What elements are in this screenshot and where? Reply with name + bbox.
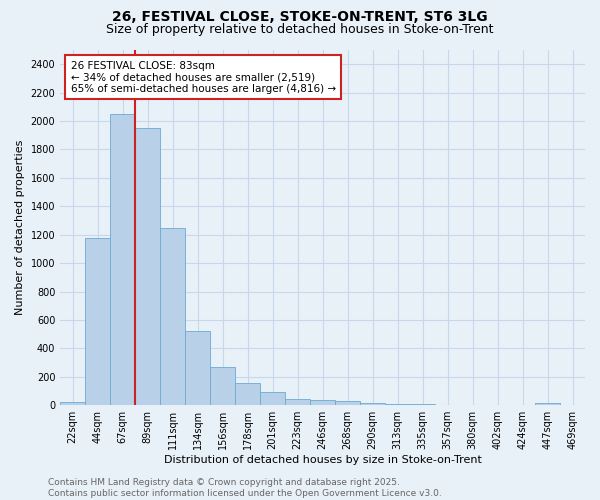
- Bar: [85, 238, 110, 405]
- Bar: [385, 404, 410, 405]
- Bar: [110, 114, 135, 405]
- Bar: [60, 402, 85, 405]
- Bar: [410, 404, 435, 405]
- Text: Size of property relative to detached houses in Stoke-on-Trent: Size of property relative to detached ho…: [106, 22, 494, 36]
- Bar: [185, 332, 210, 405]
- Y-axis label: Number of detached properties: Number of detached properties: [15, 140, 25, 316]
- Bar: [310, 400, 335, 405]
- Bar: [135, 128, 160, 405]
- Bar: [335, 401, 360, 405]
- Bar: [285, 399, 310, 405]
- Bar: [260, 392, 285, 405]
- Text: 26, FESTIVAL CLOSE, STOKE-ON-TRENT, ST6 3LG: 26, FESTIVAL CLOSE, STOKE-ON-TRENT, ST6 …: [112, 10, 488, 24]
- Text: Contains HM Land Registry data © Crown copyright and database right 2025.
Contai: Contains HM Land Registry data © Crown c…: [48, 478, 442, 498]
- Bar: [210, 367, 235, 405]
- Bar: [535, 403, 560, 405]
- Text: 26 FESTIVAL CLOSE: 83sqm
← 34% of detached houses are smaller (2,519)
65% of sem: 26 FESTIVAL CLOSE: 83sqm ← 34% of detach…: [71, 60, 336, 94]
- X-axis label: Distribution of detached houses by size in Stoke-on-Trent: Distribution of detached houses by size …: [164, 455, 482, 465]
- Bar: [360, 403, 385, 405]
- Bar: [235, 383, 260, 405]
- Bar: [160, 228, 185, 405]
